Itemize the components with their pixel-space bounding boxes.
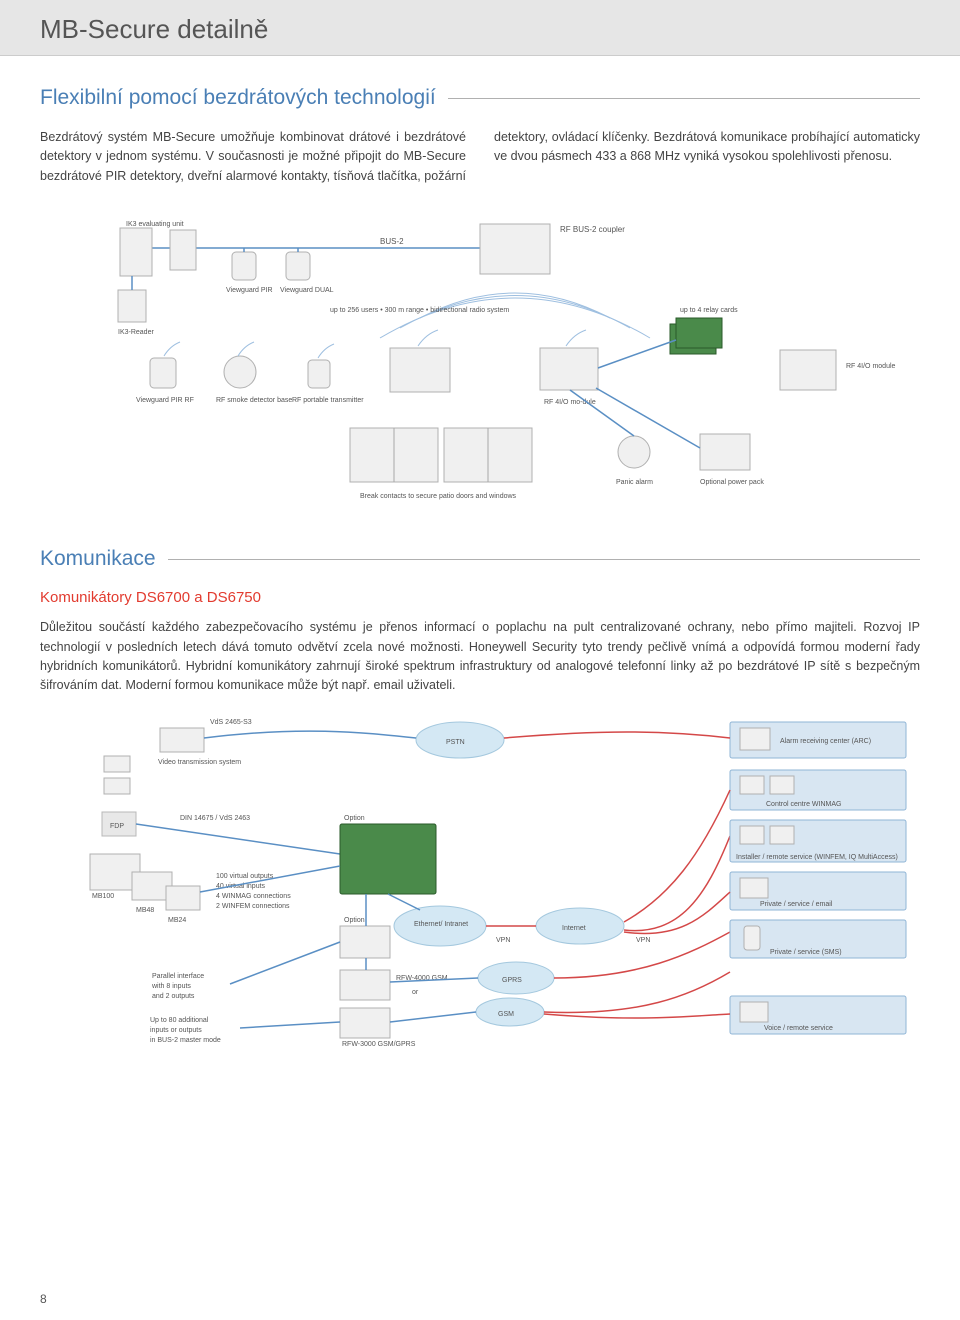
d2-gsm: GSM [498, 1011, 514, 1018]
section1-body: Bezdrátový systém MB-Secure umožňuje kom… [40, 128, 920, 186]
d2-option2: Option [344, 917, 365, 924]
svg-text:4 WINMAG connections: 4 WINMAG connections [216, 893, 291, 900]
section1-title: Flexibilní pomocí bezdrátových technolog… [40, 86, 436, 110]
section1-title-row: Flexibilní pomocí bezdrátových technolog… [40, 86, 920, 110]
d2-control: Control centre WINMAG [766, 801, 841, 808]
d1-break: Break contacts to secure patio doors and… [360, 493, 517, 500]
d2-vio1: 100 virtual outputs [216, 873, 274, 880]
section2-rule [168, 559, 920, 560]
d1-ik3eval: IK3 evaluating unit [126, 221, 184, 228]
d2-pemail: Private / service / email [760, 901, 833, 908]
d1-ik3reader: IK3-Reader [118, 329, 154, 336]
d1-portable: RF portable transmitter [292, 397, 364, 404]
d1-rfcoupler: RF BUS-2 coupler [560, 225, 625, 234]
d2-pstn: PSTN [446, 739, 465, 746]
d2-vpn2: VPN [636, 937, 650, 944]
d2-vds: VdS 2465-S3 [210, 719, 252, 726]
svg-text:2 WINFEM connections: 2 WINFEM connections [216, 903, 290, 910]
svg-text:in BUS-2 master mode: in BUS-2 master mode [150, 1037, 221, 1044]
d1-panic: Panic alarm [616, 479, 653, 486]
d1-bus2-label: BUS-2 [380, 237, 404, 246]
d2-rfw3000: RFW-3000 GSM/GPRS [342, 1041, 416, 1046]
d2-fdp: FDP [110, 823, 124, 830]
section2-subtitle: Komunikátory DS6700 a DS6750 [40, 589, 920, 606]
d2-arc: Alarm receiving center (ARC) [780, 738, 871, 745]
section2-title-row: Komunikace [40, 547, 920, 571]
svg-text:inputs or outputs: inputs or outputs [150, 1027, 202, 1034]
d2-eth: Ethernet/ Intranet [414, 921, 468, 928]
d1-vgpirrf: Viewguard PIR RF [136, 397, 194, 404]
d2-voice: Voice / remote service [764, 1025, 833, 1032]
d2-internet: Internet [562, 925, 586, 932]
d1-smoke: RF smoke detector base [216, 397, 292, 404]
section2-body: Důležitou součástí každého zabezpečovací… [40, 618, 920, 696]
d2-mb24: MB24 [168, 917, 186, 924]
d2-vpn1: VPN [496, 937, 510, 944]
d1-vgpir: Viewguard PIR [226, 287, 273, 294]
d2-or: or [412, 989, 419, 996]
d2-addio1: Up to 80 additional [150, 1017, 209, 1024]
d1-vgdual: Viewguard DUAL [280, 287, 334, 294]
d2-psms: Private / service (SMS) [770, 949, 842, 956]
d1-power: Optional power pack [700, 479, 764, 486]
d2-video: Video transmission system [158, 759, 241, 766]
page-header-title: MB-Secure detailně [40, 14, 920, 45]
page-number: 8 [40, 1292, 47, 1306]
page-content: Flexibilní pomocí bezdrátových technolog… [0, 56, 960, 1051]
communication-diagram: Alarm receiving center (ARC) PSTN VdS 24… [40, 716, 920, 1046]
header-bar: MB-Secure detailně [0, 0, 960, 56]
d1-radiotext: up to 256 users • 300 m range • bidirect… [330, 307, 509, 314]
d2-parallel1: Parallel interface [152, 973, 204, 980]
d2-din: DIN 14675 / VdS 2463 [180, 815, 250, 822]
d2-option: Option [344, 815, 365, 822]
d2-mb48: MB48 [136, 907, 154, 914]
wireless-system-diagram: BUS-2 IK3 evaluating unit IK3-Reader Vie… [40, 208, 920, 508]
svg-text:with 8 inputs: with 8 inputs [151, 983, 191, 990]
section2-title: Komunikace [40, 547, 156, 571]
d2-gprs: GPRS [502, 977, 522, 984]
section1-rule [448, 98, 920, 99]
d2-mb100: MB100 [92, 893, 114, 900]
svg-text:and 2 outputs: and 2 outputs [152, 993, 195, 1000]
d2-installer: Installer / remote service (WINFEM, IQ M… [736, 854, 898, 861]
d1-relay: up to 4 relay cards [680, 307, 738, 314]
d1-rf4iomod: RF 4I/O module [846, 363, 896, 370]
